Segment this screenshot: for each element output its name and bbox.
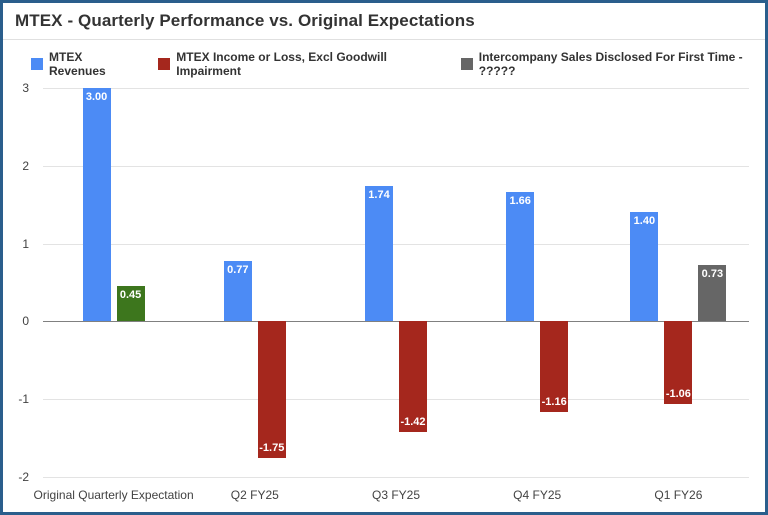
y-axis-tick-label: 3 bbox=[22, 81, 29, 95]
bar[interactable]: 0.77 bbox=[223, 261, 252, 322]
gridline bbox=[43, 88, 749, 89]
y-axis-tick-label: 0 bbox=[22, 314, 29, 329]
bar-value-label: -1.75 bbox=[259, 441, 285, 454]
bar-value-label: 0.45 bbox=[119, 289, 142, 302]
zero-axis-line bbox=[43, 321, 749, 323]
legend-label: MTEX Income or Loss, Excl Goodwill Impai… bbox=[176, 50, 387, 78]
legend-swatch bbox=[158, 58, 171, 70]
y-axis: 3 2 1 0 -1 -2 bbox=[3, 81, 37, 484]
bar-value-label: 0.77 bbox=[227, 264, 249, 277]
legend-swatch bbox=[460, 58, 473, 70]
y-axis-tick-label: 1 bbox=[22, 236, 29, 251]
bar[interactable]: 3.00 bbox=[82, 88, 111, 322]
y-axis-tick-label: -1 bbox=[18, 392, 29, 407]
bar[interactable]: -1.06 bbox=[664, 321, 693, 404]
title-divider bbox=[3, 39, 765, 40]
x-axis: Original Quarterly Expectation Q2 FY25 Q3 … bbox=[34, 486, 749, 512]
legend: MTEX Revenues MTEX Income or Loss, Excl G… bbox=[31, 50, 765, 78]
bar[interactable]: 0.73 bbox=[698, 264, 727, 322]
bar[interactable]: -1.75 bbox=[257, 321, 286, 458]
bar-value-label: 0.73 bbox=[701, 267, 724, 280]
bar-value-label: 1.40 bbox=[633, 215, 656, 228]
x-axis-category-label: Q1 FY26 bbox=[654, 488, 703, 502]
x-axis-category-label: Q2 FY25 bbox=[230, 488, 279, 502]
gridline bbox=[43, 243, 749, 245]
gridline bbox=[43, 165, 749, 167]
bar-value-label: -1.06 bbox=[665, 387, 691, 400]
bar-value-label: 1.74 bbox=[368, 189, 390, 202]
bar[interactable]: 1.66 bbox=[506, 192, 535, 322]
bar-value-label: 1.66 bbox=[509, 195, 531, 208]
legend-label: MTEX Revenues bbox=[49, 50, 106, 78]
legend-label: Intercompany Sales Disclosed For First T… bbox=[478, 50, 743, 78]
bar[interactable]: -1.16 bbox=[540, 321, 569, 412]
bar-value-label: 3.00 bbox=[85, 91, 108, 103]
y-axis-tick-label: -2 bbox=[18, 470, 29, 484]
bar-value-label: -1.16 bbox=[541, 395, 567, 408]
gridline bbox=[43, 477, 749, 478]
bar[interactable]: 1.40 bbox=[630, 212, 659, 322]
gridline bbox=[43, 399, 749, 401]
legend-item[interactable]: Intercompany Sales Disclosed For First T… bbox=[460, 50, 765, 78]
legend-item[interactable]: MTEX Income or Loss, Excl Goodwill Impai… bbox=[158, 50, 438, 78]
legend-swatch bbox=[31, 58, 43, 70]
x-axis-category-label: Q3 FY25 bbox=[371, 488, 421, 502]
bar[interactable]: 0.45 bbox=[116, 286, 145, 322]
x-axis-category-label: Original Quarterly Expectation bbox=[33, 488, 194, 502]
legend-item[interactable]: MTEX Revenues bbox=[31, 50, 136, 78]
y-axis-tick-label: 2 bbox=[22, 158, 29, 173]
chart-title: MTEX - Quarterly Performance vs. Origina… bbox=[15, 11, 475, 30]
plot-area: 3.00 0.45 0.77 -1.75 1.74 -1.42 1.66 -1.16 1.40 -… bbox=[43, 88, 749, 478]
x-axis-category-label: Q4 FY25 bbox=[513, 488, 562, 502]
bar[interactable]: 1.74 bbox=[365, 186, 393, 322]
bar-value-label: -1.42 bbox=[400, 415, 426, 428]
bar[interactable]: -1.42 bbox=[399, 321, 427, 432]
